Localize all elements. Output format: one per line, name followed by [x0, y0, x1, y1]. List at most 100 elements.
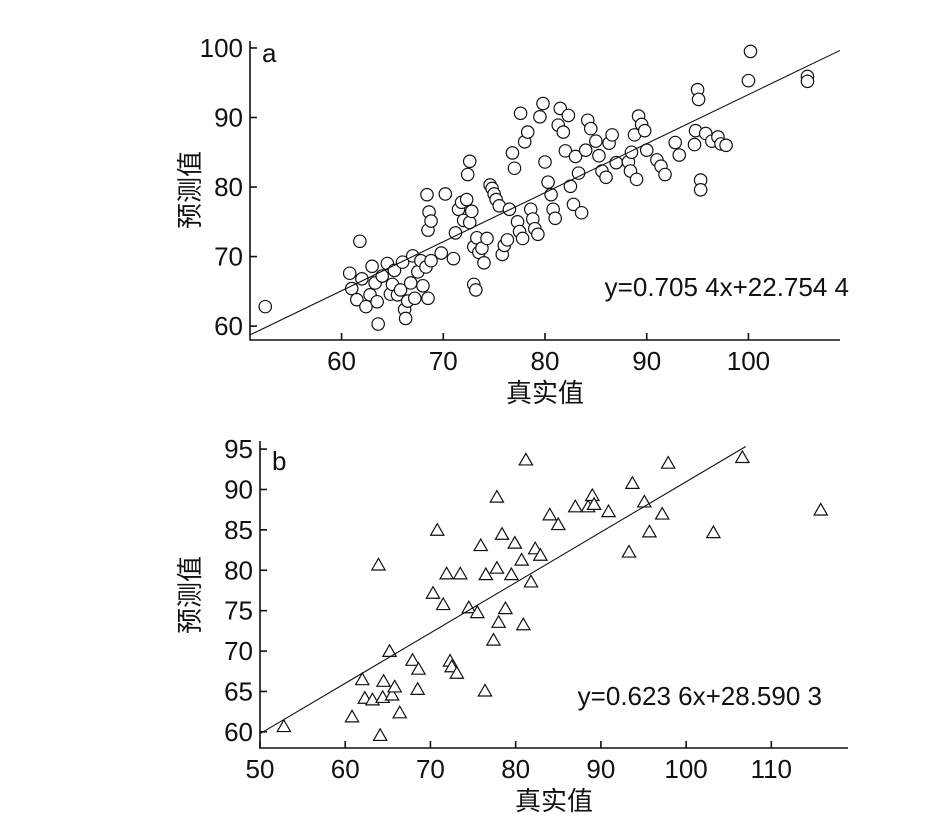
- data-point: [375, 673, 392, 687]
- axis-frame-a: [249, 41, 840, 341]
- data-point: [589, 134, 603, 148]
- data-point: [452, 566, 468, 580]
- scatter-panel-b: b 50 60 70 80 90 100 110 60 65 70 75 80 85 90 95 y=0.6…: [175, 434, 848, 816]
- data-point: [505, 146, 520, 160]
- data-point: [624, 475, 641, 489]
- axis-ticks-a: 60 70 80 90 100 60 70 80 90 100: [200, 33, 771, 376]
- data-point: [515, 231, 530, 246]
- data-point: [469, 604, 485, 619]
- data-point: [741, 73, 756, 88]
- x-tick-label: 110: [751, 754, 792, 784]
- data-point: [800, 74, 815, 89]
- y-tick-label: 60: [224, 717, 253, 747]
- data-points-b: [276, 449, 829, 742]
- data-point: [409, 681, 426, 695]
- data-point: [583, 121, 598, 136]
- y-tick-label: 90: [224, 474, 253, 504]
- regression-line-a: [249, 49, 841, 336]
- data-point: [693, 183, 708, 197]
- data-point: [435, 596, 451, 611]
- data-point: [381, 643, 398, 658]
- scatter-panel-a: a 60 70 80 90 100 60 70 80 90 100 y=0.705 4x+22.7…: [175, 33, 849, 408]
- data-point: [386, 679, 403, 693]
- data-point: [438, 187, 453, 201]
- y-tick-label: 85: [224, 515, 253, 545]
- data-point: [494, 526, 510, 540]
- data-point: [532, 547, 549, 561]
- data-point: [719, 138, 733, 153]
- data-point: [658, 167, 672, 182]
- data-point: [469, 283, 483, 297]
- x-axis-label-a: 真实值: [506, 378, 584, 408]
- data-point: [568, 149, 583, 164]
- data-point: [497, 600, 514, 615]
- x-tick-label: 90: [586, 754, 615, 784]
- data-point: [621, 544, 637, 558]
- y-axis-label-a: 预测值: [175, 151, 205, 229]
- data-point: [605, 128, 619, 142]
- data-point: [503, 566, 520, 581]
- data-point: [567, 499, 583, 513]
- data-point: [464, 204, 479, 219]
- data-point: [542, 507, 558, 521]
- data-point: [424, 214, 438, 228]
- data-point: [550, 516, 566, 531]
- data-point: [734, 449, 751, 464]
- x-tick-label: 50: [246, 754, 275, 784]
- x-tick-label: 100: [727, 346, 770, 376]
- data-point: [354, 671, 370, 686]
- data-point: [372, 727, 388, 742]
- y-tick-label: 70: [224, 636, 253, 666]
- y-tick-label: 95: [224, 434, 253, 464]
- x-tick-label: 60: [327, 346, 356, 376]
- y-tick-label: 90: [214, 102, 243, 132]
- data-point: [743, 44, 758, 59]
- data-point: [480, 231, 494, 246]
- data-point: [586, 496, 602, 510]
- data-point: [691, 92, 706, 107]
- data-point: [370, 294, 384, 309]
- x-tick-label: 90: [632, 346, 661, 376]
- data-point: [548, 211, 562, 226]
- data-point: [395, 255, 410, 269]
- data-point: [350, 292, 364, 307]
- data-point: [578, 143, 593, 157]
- data-point: [523, 574, 539, 588]
- data-point: [507, 535, 523, 549]
- data-point: [353, 234, 367, 249]
- data-point: [384, 687, 400, 701]
- data-point: [448, 226, 463, 240]
- axis-ticks-b: 50 60 70 80 90 100 110 60 65 70 75 80 85 90 95: [224, 434, 792, 784]
- data-point: [584, 487, 601, 502]
- data-point: [425, 585, 441, 599]
- equation-a: y=0.705 4x+22.754 4: [605, 272, 849, 302]
- data-point: [429, 522, 445, 536]
- y-tick-label: 70: [214, 242, 243, 272]
- equation-b: y=0.623 6x+28.590 3: [578, 681, 822, 711]
- data-point: [672, 148, 687, 162]
- data-point: [489, 489, 505, 503]
- data-point: [531, 227, 545, 242]
- data-point: [424, 253, 438, 268]
- y-tick-label: 80: [224, 555, 253, 585]
- data-points-a: [258, 44, 815, 331]
- data-point: [556, 125, 571, 139]
- data-point: [416, 278, 430, 293]
- x-tick-label: 100: [664, 754, 707, 784]
- x-tick-label: 70: [429, 346, 458, 376]
- data-point: [477, 256, 491, 270]
- data-point: [460, 167, 475, 182]
- data-point: [371, 317, 385, 331]
- data-point: [420, 187, 434, 202]
- data-point: [558, 144, 573, 158]
- data-point: [660, 455, 676, 469]
- data-point: [404, 652, 421, 666]
- data-point: [407, 291, 422, 306]
- data-point: [687, 137, 702, 152]
- data-point: [398, 311, 413, 326]
- data-point: [342, 266, 357, 281]
- data-point: [258, 299, 273, 314]
- data-point: [434, 246, 449, 260]
- data-point: [392, 705, 408, 719]
- data-point: [490, 614, 507, 628]
